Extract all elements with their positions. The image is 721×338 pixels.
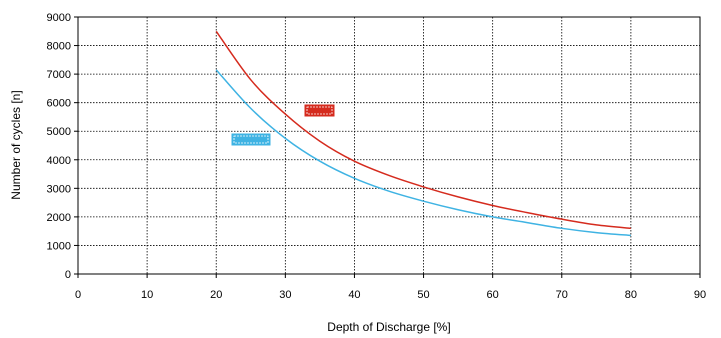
- series-tag-glyphs: [233, 135, 269, 144]
- y-tick-label: 1000: [47, 240, 71, 252]
- series-lines: [215, 30, 631, 237]
- x-tick-label: 90: [694, 289, 706, 301]
- x-tick-label: 70: [556, 289, 568, 301]
- x-tick-label: 0: [75, 289, 81, 301]
- series-tag-box: [231, 133, 271, 146]
- y-tick-label: 9000: [47, 12, 71, 24]
- y-tick-label: 7000: [47, 69, 71, 81]
- series-tag-box: [304, 104, 335, 117]
- x-tick-label: 10: [141, 289, 153, 301]
- series-tag-1: [231, 133, 271, 146]
- series-line-0: [215, 30, 631, 230]
- y-tick-labels: 0 1000 2000 3000 4000 5000 6000 7000 8000 9000: [47, 12, 78, 281]
- plot-area: [77, 16, 701, 275]
- y-axis-title: Number of cycles [n]: [9, 90, 23, 199]
- x-tick-label: 30: [279, 289, 291, 301]
- grid-lines: [78, 17, 700, 274]
- y-tick-label: 3000: [47, 183, 71, 195]
- series-tag-0: [304, 104, 335, 117]
- series-line-1: [215, 69, 631, 237]
- y-tick-label: 4000: [47, 155, 71, 167]
- x-tick-label: 60: [487, 289, 499, 301]
- y-tick-label: 6000: [47, 98, 71, 110]
- x-axis-title: Depth of Discharge [%]: [327, 320, 450, 334]
- y-tick-label: 0: [65, 269, 71, 281]
- x-tick-labels: 0 10 20 30 40 50 60 70 80 90: [75, 274, 706, 301]
- y-tick-label: 5000: [47, 126, 71, 138]
- x-tick-label: 50: [417, 289, 429, 301]
- x-tick-label: 40: [348, 289, 360, 301]
- series-tags: [231, 104, 335, 146]
- x-tick-label: 80: [625, 289, 637, 301]
- y-tick-label: 2000: [47, 212, 71, 224]
- series-tag-glyphs: [306, 106, 333, 115]
- x-tick-label: 20: [210, 289, 222, 301]
- y-tick-label: 8000: [47, 41, 71, 53]
